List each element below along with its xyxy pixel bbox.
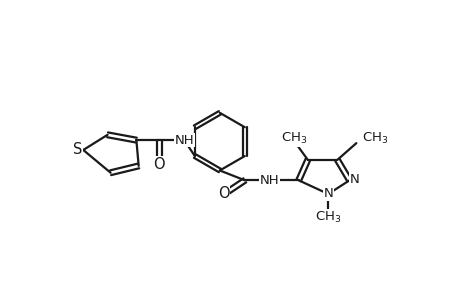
Text: S: S xyxy=(73,142,82,158)
Text: N: N xyxy=(323,187,332,200)
Text: N: N xyxy=(349,173,359,186)
Text: O: O xyxy=(153,157,165,172)
Text: O: O xyxy=(217,187,229,202)
Text: NH: NH xyxy=(174,134,194,147)
Text: CH$_3$: CH$_3$ xyxy=(362,131,388,146)
Text: NH: NH xyxy=(259,174,278,187)
Text: CH$_3$: CH$_3$ xyxy=(314,210,341,225)
Text: CH$_3$: CH$_3$ xyxy=(280,131,307,146)
